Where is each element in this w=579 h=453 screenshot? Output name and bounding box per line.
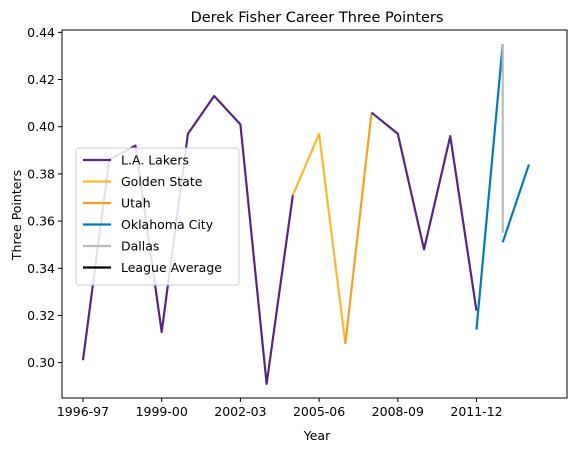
legend: L.A. Lakers Golden State Utah Oklahoma City…: [75, 147, 240, 286]
y-tick-label-6: 0.42: [27, 72, 55, 87]
axes: 1996-97 1999-00 2002-03 2005-06 2008-09 2011-…: [27, 25, 568, 419]
series-line-4: [475, 44, 504, 330]
x-tick-label-2: 2002-03: [214, 404, 266, 419]
x-tick-label-1: 1999-00: [136, 404, 188, 419]
x-tick-label-0: 1996-97: [57, 404, 109, 419]
y-tick-label-7: 0.44: [27, 25, 55, 40]
chart-title: Derek Fisher Career Three Pointers: [191, 10, 444, 26]
y-tick-label-3: 0.36: [27, 214, 55, 229]
y-axis-label: Three Pointers: [9, 170, 24, 261]
y-tick-label-5: 0.40: [27, 119, 55, 134]
series-line-6: [501, 164, 531, 243]
legend-label-0: L.A. Lakers: [121, 153, 189, 168]
series-line-2: [344, 112, 373, 344]
y-tick-label-4: 0.38: [27, 166, 55, 181]
x-tick-label-4: 2008-09: [372, 404, 424, 419]
y-tick-label-2: 0.34: [27, 261, 55, 276]
x-tick-label-5: 2011-12: [450, 404, 502, 419]
y-tick-label-1: 0.32: [27, 308, 55, 323]
plot-frame: [61, 29, 568, 399]
y-tick-label-0: 0.30: [27, 355, 55, 370]
plot-area: [81, 44, 531, 385]
x-axis-label: Year: [303, 428, 331, 443]
legend-label-2: Utah: [121, 196, 151, 211]
series-line-1: [291, 132, 347, 344]
legend-label-4: Dallas: [121, 239, 159, 254]
legend-label-3: Oklahoma City: [121, 217, 214, 232]
x-tick-label-3: 2005-06: [293, 404, 345, 419]
legend-label-5: League Average: [121, 260, 222, 275]
series-line-3: [370, 111, 478, 311]
legend-box: [75, 147, 240, 286]
legend-label-1: Golden State: [121, 174, 203, 189]
